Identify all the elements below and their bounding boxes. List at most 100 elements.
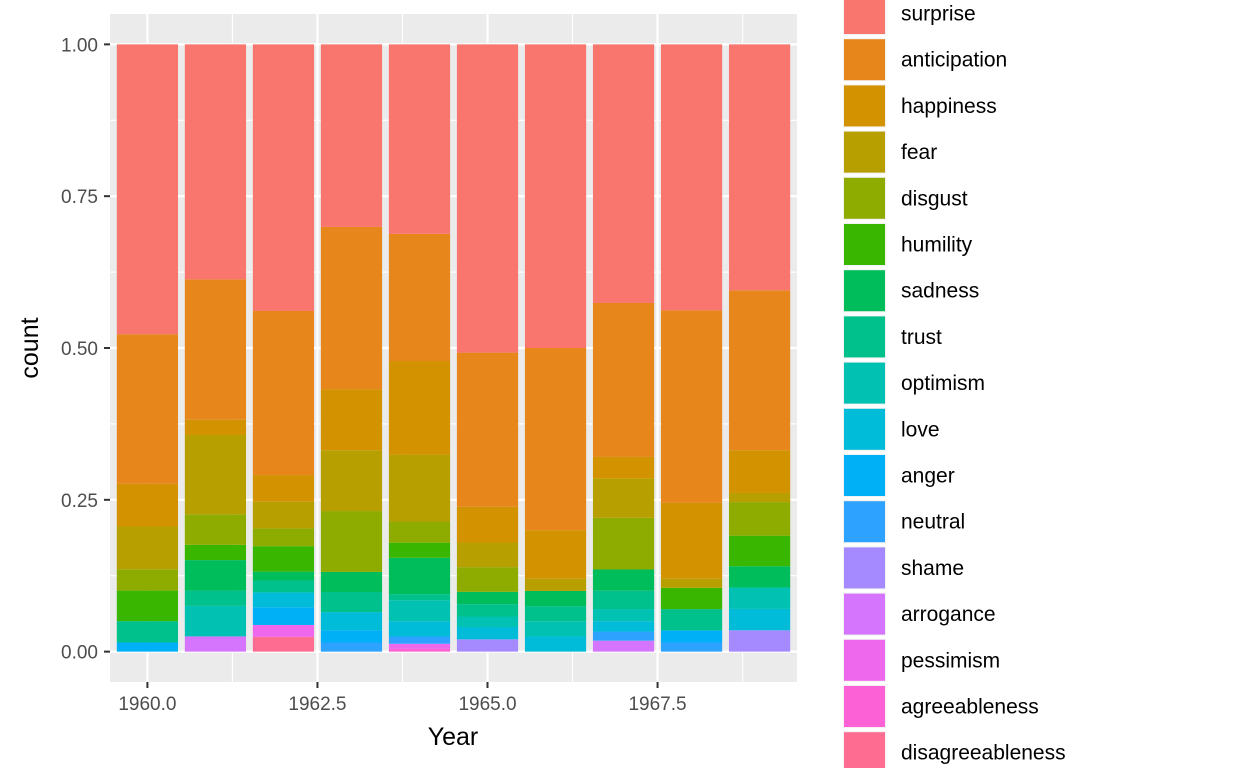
bar-segment-trust-1968 [660,609,723,631]
legend-swatch-agreeableness [844,686,885,727]
bar-segment-trust-1962 [252,580,315,593]
bar-segment-pessimism-1964 [388,643,451,649]
bar-segment-surprise-1961 [184,44,247,280]
y-tick-label: 0.50 [61,339,98,360]
bar-segment-arrogance-1961 [184,636,247,652]
legend-swatch-humility [844,224,885,265]
bar-segment-shame-1969 [728,630,791,652]
bar-segment-anticipation-1965 [456,352,519,507]
bar-segment-anticipation-1963 [320,226,383,390]
bar-segment-agreeableness-1964 [388,648,451,652]
bar-segment-fear-1968 [660,578,723,588]
legend-label-pessimism: pessimism [901,649,1000,672]
legend-label-shame: shame [901,557,964,580]
bar-segment-optimism-1967 [592,609,655,622]
bar-segment-sadness-1965 [456,591,519,605]
bar-segment-humility-1961 [184,544,247,561]
bar-segment-anticipation-1961 [184,279,247,420]
y-axis: 0.00 0.25 0.50 0.75 1.00 [61,35,110,664]
legend-label-agreeableness: agreeableness [901,696,1039,719]
bar-segment-disgust-1964 [388,521,451,543]
x-axis: 1960.0 1962.5 1965.0 1967.5 [118,682,687,715]
bar-segment-love-1963 [320,612,383,631]
bar-segment-fear-1963 [320,450,383,512]
x-tick-label: 1960.0 [118,694,176,715]
legend-swatch-anger [844,455,885,496]
bar-segment-humility-1962 [252,546,315,572]
legend-label-humility: humility [901,234,973,257]
bar-segment-happiness-1962 [252,475,315,502]
bar-segment-anticipation-1964 [388,233,451,362]
bar-segment-arrogance-1967 [592,640,655,652]
bar-segment-disgust-1960 [116,569,179,591]
bar-segment-trust-1966 [524,606,587,622]
bar-segment-fear-1969 [728,492,791,503]
legend-label-sadness: sadness [901,280,979,303]
legend-label-optimism: optimism [901,372,985,395]
legend-swatch-neutral [844,501,885,543]
bar-segment-surprise-1964 [388,44,451,234]
bar-segment-neutral-1963 [320,642,383,652]
legend-label-happiness: happiness [901,95,997,118]
bar-segment-anger-1960 [116,642,179,652]
bar-segment-fear-1964 [388,454,451,522]
bar-segment-fear-1962 [252,501,315,529]
bar-segment-anticipation-1960 [116,334,179,484]
legend-label-anticipation: anticipation [901,49,1007,72]
bar-segment-optimism-1965 [456,616,519,627]
bar-segment-love-1969 [728,608,791,631]
bar-segment-trust-1964 [388,594,451,601]
bar-segment-love-1966 [524,636,587,652]
bar-segment-disgust-1967 [592,517,655,570]
bar-segment-surprise-1968 [660,44,723,311]
y-tick-label: 0.25 [61,491,98,512]
legend-label-arrogance: arrogance [901,603,996,626]
bar-segment-surprise-1963 [320,44,383,227]
bar-segment-trust-1967 [592,590,655,610]
bar-segment-sadness-1963 [320,571,383,593]
bar-segment-happiness-1964 [388,361,451,455]
legend-swatch-surprise [844,0,885,34]
bar-segment-humility-1968 [660,587,723,610]
bar-segment-trust-1961 [184,590,247,606]
bar-segment-love-1964 [388,621,451,637]
bar-segment-optimism-1961 [184,605,247,637]
legend-swatch-sadness [844,270,885,312]
bar-segment-happiness-1960 [116,483,179,527]
bar-segment-happiness-1965 [456,506,519,543]
legend-swatch-trust [844,316,885,358]
legend-swatch-arrogance [844,593,885,635]
bar-segment-disgust-1969 [728,502,791,536]
bar-segment-fear-1965 [456,542,519,568]
bar-segment-humility-1964 [388,542,451,558]
bar-segment-trust-1960 [116,621,179,643]
bar-segment-humility-1960 [116,590,179,622]
bar-segment-love-1967 [592,621,655,632]
legend: surprise anticipation happiness fear disgust… [843,0,1066,768]
bar-segment-love-1965 [456,626,519,640]
legend-label-fear: fear [901,141,937,164]
bar-segment-neutral-1964 [388,636,451,644]
bar-segment-happiness-1969 [728,450,791,493]
legend-label-anger: anger [901,465,955,488]
bar-segment-sadness-1967 [592,569,655,591]
legend-swatch-happiness [844,85,885,127]
y-tick-label: 0.75 [61,187,98,208]
bar-segment-pessimism-1962 [252,624,315,637]
bar-segment-trust-1963 [320,592,383,613]
bar-segment-neutral-1968 [660,642,723,652]
x-tick-label: 1967.5 [628,694,686,715]
bar-segment-disgust-1962 [252,528,315,547]
bar-segment-fear-1967 [592,478,655,518]
x-axis-title: Year [428,723,479,751]
bar-segment-surprise-1962 [252,44,315,311]
y-tick-label: 1.00 [61,35,98,56]
legend-swatch-fear [844,131,885,173]
legend-swatch-pessimism [844,639,885,681]
bar-segment-anticipation-1967 [592,302,655,457]
bar-segment-humility-1969 [728,535,791,567]
bar-segment-optimism-1964 [388,600,451,622]
legend-swatch-shame [844,547,885,589]
legend-label-surprise: surprise [901,3,976,26]
